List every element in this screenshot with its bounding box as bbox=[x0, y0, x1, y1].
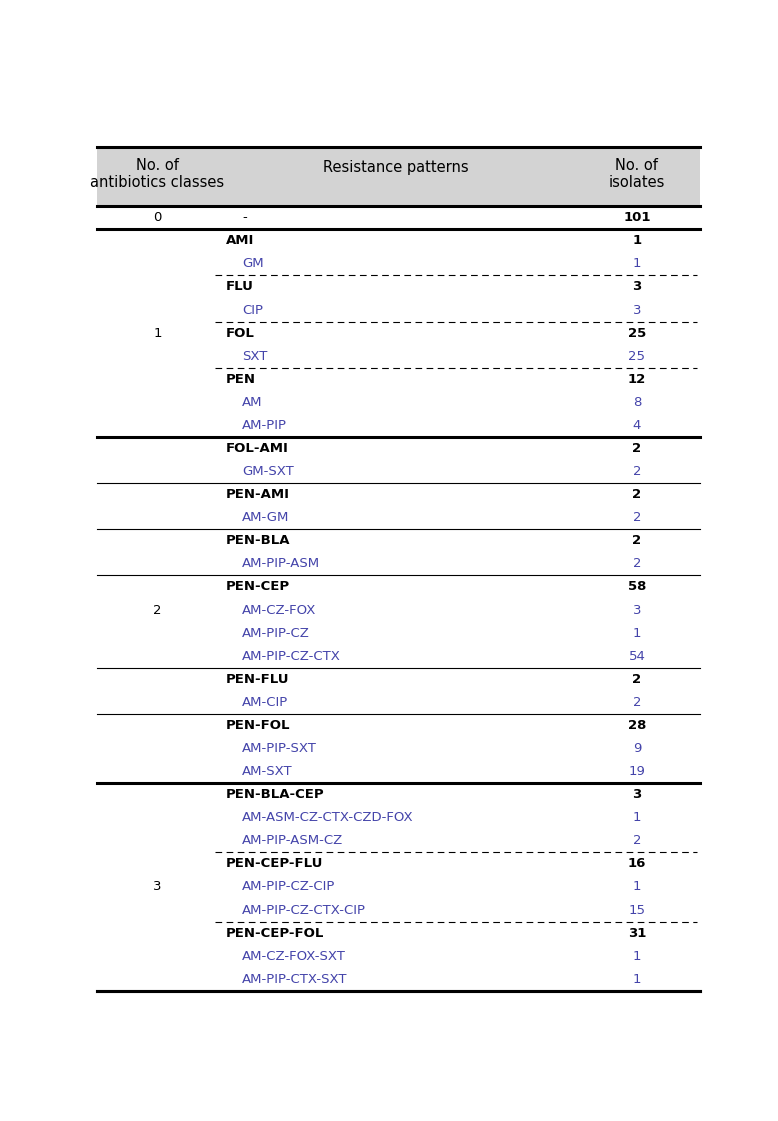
Text: PEN-FOL: PEN-FOL bbox=[226, 719, 290, 732]
Text: 16: 16 bbox=[628, 858, 646, 870]
Text: AM-PIP-CZ-CTX: AM-PIP-CZ-CTX bbox=[242, 650, 341, 663]
Text: 3: 3 bbox=[633, 304, 641, 316]
Text: 28: 28 bbox=[628, 719, 646, 732]
Text: FOL-AMI: FOL-AMI bbox=[226, 442, 289, 455]
Text: 1: 1 bbox=[633, 880, 641, 893]
Text: FLU: FLU bbox=[226, 280, 254, 294]
Text: PEN: PEN bbox=[226, 373, 256, 386]
Bar bbox=[97, 148, 700, 206]
Text: AM-PIP-ASM: AM-PIP-ASM bbox=[242, 557, 320, 571]
Text: 4: 4 bbox=[633, 419, 641, 432]
Text: AM-SXT: AM-SXT bbox=[242, 765, 293, 778]
Text: No. of
antibiotics classes: No. of antibiotics classes bbox=[90, 158, 225, 191]
Text: AM-PIP-SXT: AM-PIP-SXT bbox=[242, 742, 317, 754]
Text: 2: 2 bbox=[633, 696, 641, 708]
Text: 54: 54 bbox=[629, 650, 645, 663]
Text: 2: 2 bbox=[633, 673, 641, 686]
Text: AM-PIP-CTX-SXT: AM-PIP-CTX-SXT bbox=[242, 973, 348, 985]
Text: 2: 2 bbox=[633, 535, 641, 547]
Text: 3: 3 bbox=[633, 788, 642, 802]
Text: 1: 1 bbox=[633, 812, 641, 824]
Text: CIP: CIP bbox=[242, 304, 263, 316]
Text: 12: 12 bbox=[628, 373, 646, 386]
Text: 3: 3 bbox=[633, 280, 642, 294]
Text: 2: 2 bbox=[153, 603, 162, 617]
Text: 1: 1 bbox=[633, 949, 641, 963]
Text: 58: 58 bbox=[628, 581, 646, 593]
Text: No. of
isolates: No. of isolates bbox=[608, 158, 665, 191]
Text: Resistance patterns: Resistance patterns bbox=[323, 160, 468, 175]
Text: 2: 2 bbox=[633, 488, 641, 501]
Text: AM-PIP: AM-PIP bbox=[242, 419, 287, 432]
Text: -: - bbox=[242, 211, 247, 224]
Text: 2: 2 bbox=[633, 465, 641, 478]
Text: PEN-CEP-FLU: PEN-CEP-FLU bbox=[226, 858, 323, 870]
Text: 31: 31 bbox=[628, 927, 646, 939]
Text: PEN-FLU: PEN-FLU bbox=[226, 673, 289, 686]
Text: AM-ASM-CZ-CTX-CZD-FOX: AM-ASM-CZ-CTX-CZD-FOX bbox=[242, 812, 414, 824]
Text: AM-PIP-CZ-CIP: AM-PIP-CZ-CIP bbox=[242, 880, 335, 893]
Text: 101: 101 bbox=[623, 211, 650, 224]
Text: AM-CZ-FOX: AM-CZ-FOX bbox=[242, 603, 317, 617]
Text: 3: 3 bbox=[633, 603, 641, 617]
Text: 0: 0 bbox=[153, 211, 162, 224]
Text: PEN-BLA-CEP: PEN-BLA-CEP bbox=[226, 788, 324, 802]
Text: 1: 1 bbox=[633, 234, 641, 248]
Text: PEN-CEP: PEN-CEP bbox=[226, 581, 289, 593]
Text: 1: 1 bbox=[153, 326, 162, 340]
Text: 2: 2 bbox=[633, 557, 641, 571]
Text: AM-CIP: AM-CIP bbox=[242, 696, 288, 708]
Text: 9: 9 bbox=[633, 742, 641, 754]
Text: PEN-CEP-FOL: PEN-CEP-FOL bbox=[226, 927, 324, 939]
Text: AM-CZ-FOX-SXT: AM-CZ-FOX-SXT bbox=[242, 949, 346, 963]
Text: 25: 25 bbox=[628, 326, 646, 340]
Text: 2: 2 bbox=[633, 442, 641, 455]
Text: 8: 8 bbox=[633, 396, 641, 409]
Text: 25: 25 bbox=[629, 350, 646, 363]
Text: 19: 19 bbox=[629, 765, 645, 778]
Text: AM-GM: AM-GM bbox=[242, 511, 289, 525]
Text: AM-PIP-CZ-CTX-CIP: AM-PIP-CZ-CTX-CIP bbox=[242, 904, 366, 917]
Text: 1: 1 bbox=[633, 258, 641, 270]
Text: 15: 15 bbox=[629, 904, 646, 917]
Text: AM-PIP-ASM-CZ: AM-PIP-ASM-CZ bbox=[242, 834, 343, 847]
Text: 2: 2 bbox=[633, 511, 641, 525]
Text: 1: 1 bbox=[633, 627, 641, 640]
Text: AM: AM bbox=[242, 396, 262, 409]
Text: 3: 3 bbox=[153, 880, 162, 893]
Text: GM-SXT: GM-SXT bbox=[242, 465, 294, 478]
Text: 1: 1 bbox=[633, 973, 641, 985]
Text: AMI: AMI bbox=[226, 234, 254, 248]
Text: FOL: FOL bbox=[226, 326, 254, 340]
Text: 2: 2 bbox=[633, 834, 641, 847]
Text: SXT: SXT bbox=[242, 350, 268, 363]
Text: GM: GM bbox=[242, 258, 264, 270]
Text: PEN-AMI: PEN-AMI bbox=[226, 488, 289, 501]
Text: PEN-BLA: PEN-BLA bbox=[226, 535, 290, 547]
Text: AM-PIP-CZ: AM-PIP-CZ bbox=[242, 627, 310, 640]
